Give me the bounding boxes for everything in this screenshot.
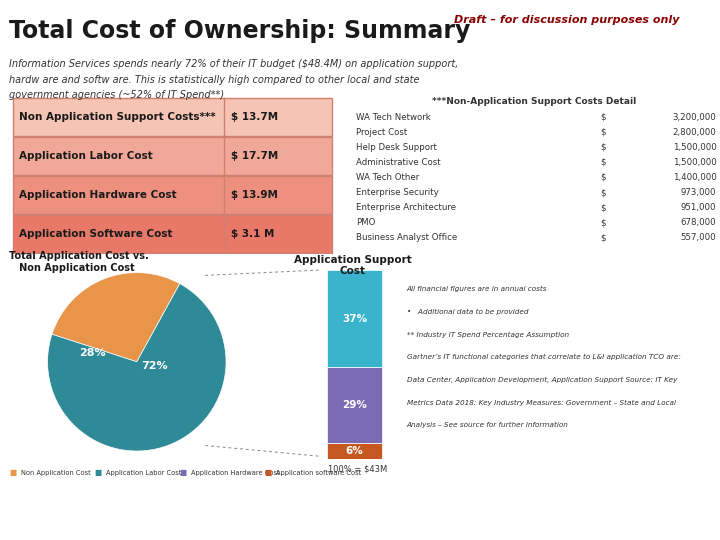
Text: 6%: 6% [346,446,364,456]
Text: Application Support
Cost: Application Support Cost [294,255,412,276]
Text: WA Tech Other: WA Tech Other [356,173,420,182]
Wedge shape [52,273,180,362]
Text: Draft – for discussion purposes only: Draft – for discussion purposes only [454,15,679,25]
Text: Metrics Data 2018: Key Industry Measures: Government – State and Local: Metrics Data 2018: Key Industry Measures… [407,400,676,406]
Text: ■: ■ [264,468,271,477]
Text: 37%: 37% [342,314,367,323]
Text: Application software Cost: Application software Cost [276,469,361,476]
Text: $: $ [600,158,606,167]
FancyBboxPatch shape [13,215,331,253]
Text: $ 3.1 M: $ 3.1 M [230,229,274,239]
Text: $: $ [600,143,606,152]
Text: $: $ [600,203,606,212]
FancyBboxPatch shape [13,176,331,214]
Text: 951,000: 951,000 [681,203,716,212]
Bar [327,443,382,459]
Text: Business Analyst Office: Business Analyst Office [356,233,458,242]
Text: $: $ [600,113,606,122]
Text: PMO: PMO [356,218,376,227]
Text: Washington State Department of Labor & Industries: Washington State Department of Labor & I… [179,509,541,523]
Text: 12: 12 [685,509,702,523]
Text: 973,000: 973,000 [681,188,716,197]
Text: ** Industry IT Spend Percentage Assumption: ** Industry IT Spend Percentage Assumpti… [407,332,569,338]
Text: Enterprise Architecture: Enterprise Architecture [356,203,456,212]
Text: ***Non-Application Support Costs Detail: ***Non-Application Support Costs Detail [433,97,636,106]
FancyBboxPatch shape [13,98,331,136]
Text: 1,500,000: 1,500,000 [672,143,716,152]
Text: Data Center, Application Development, Application Support Source: IT Key: Data Center, Application Development, Ap… [407,377,678,383]
Text: 100% = $43M: 100% = $43M [328,464,387,474]
Text: Application Hardware Cost: Application Hardware Cost [19,190,176,200]
Text: $ 13.7M: $ 13.7M [230,112,278,122]
Text: $: $ [600,188,606,197]
Text: $: $ [600,128,606,137]
Text: 1,500,000: 1,500,000 [672,158,716,167]
Text: 2,800,000: 2,800,000 [672,128,716,137]
Wedge shape [48,284,226,451]
Text: 72%: 72% [141,361,168,372]
Text: WA Tech Network: WA Tech Network [356,113,431,122]
Text: $: $ [600,218,606,227]
Text: Non Application Support Costs***: Non Application Support Costs*** [19,112,216,122]
Text: All financial figures are in annual costs: All financial figures are in annual cost… [407,286,547,292]
Bar [327,367,382,443]
Text: Application Labor Cost: Application Labor Cost [19,151,153,161]
Text: hardw are and softw are. This is statistically high compared to other local and : hardw are and softw are. This is statist… [9,75,420,85]
Text: ■: ■ [179,468,186,477]
Text: ■: ■ [9,468,17,477]
Text: 678,000: 678,000 [681,218,716,227]
Text: $ 17.7M: $ 17.7M [230,151,278,161]
Text: 557,000: 557,000 [681,233,716,242]
Bar [327,270,382,367]
Text: Application Hardware Cost: Application Hardware Cost [191,469,279,476]
Text: Total Cost of Ownership: Summary: Total Cost of Ownership: Summary [9,19,471,43]
Text: $: $ [600,233,606,242]
FancyBboxPatch shape [13,137,331,175]
Text: government agencies (~52% of IT Spend**): government agencies (~52% of IT Spend**) [9,90,225,100]
Text: Gartner’s IT functional categories that correlate to L&I application TCO are:: Gartner’s IT functional categories that … [407,354,680,360]
Text: Total Application Cost vs.
   Non Application Cost: Total Application Cost vs. Non Applicati… [9,251,149,273]
Text: •   Additional data to be provided: • Additional data to be provided [407,309,528,315]
Text: 3,200,000: 3,200,000 [672,113,716,122]
Text: Administrative Cost: Administrative Cost [356,158,441,167]
Text: 1,400,000: 1,400,000 [672,173,716,182]
Text: Non Application Cost: Non Application Cost [21,469,91,476]
Text: Information Services spends nearly 72% of their IT budget ($48.4M) on applicatio: Information Services spends nearly 72% o… [9,59,459,70]
Text: Help Desk Support: Help Desk Support [356,143,437,152]
Text: $ 13.9M: $ 13.9M [230,190,277,200]
Text: $: $ [600,173,606,182]
Text: Application Software Cost: Application Software Cost [19,229,173,239]
Text: 29%: 29% [342,400,367,410]
Text: Application Labor Cost: Application Labor Cost [106,469,181,476]
Text: Project Cost: Project Cost [356,128,408,137]
Text: ■: ■ [94,468,102,477]
Text: Analysis – See source for further information: Analysis – See source for further inform… [407,422,569,428]
Text: Enterprise Security: Enterprise Security [356,188,439,197]
Text: 28%: 28% [79,348,106,358]
